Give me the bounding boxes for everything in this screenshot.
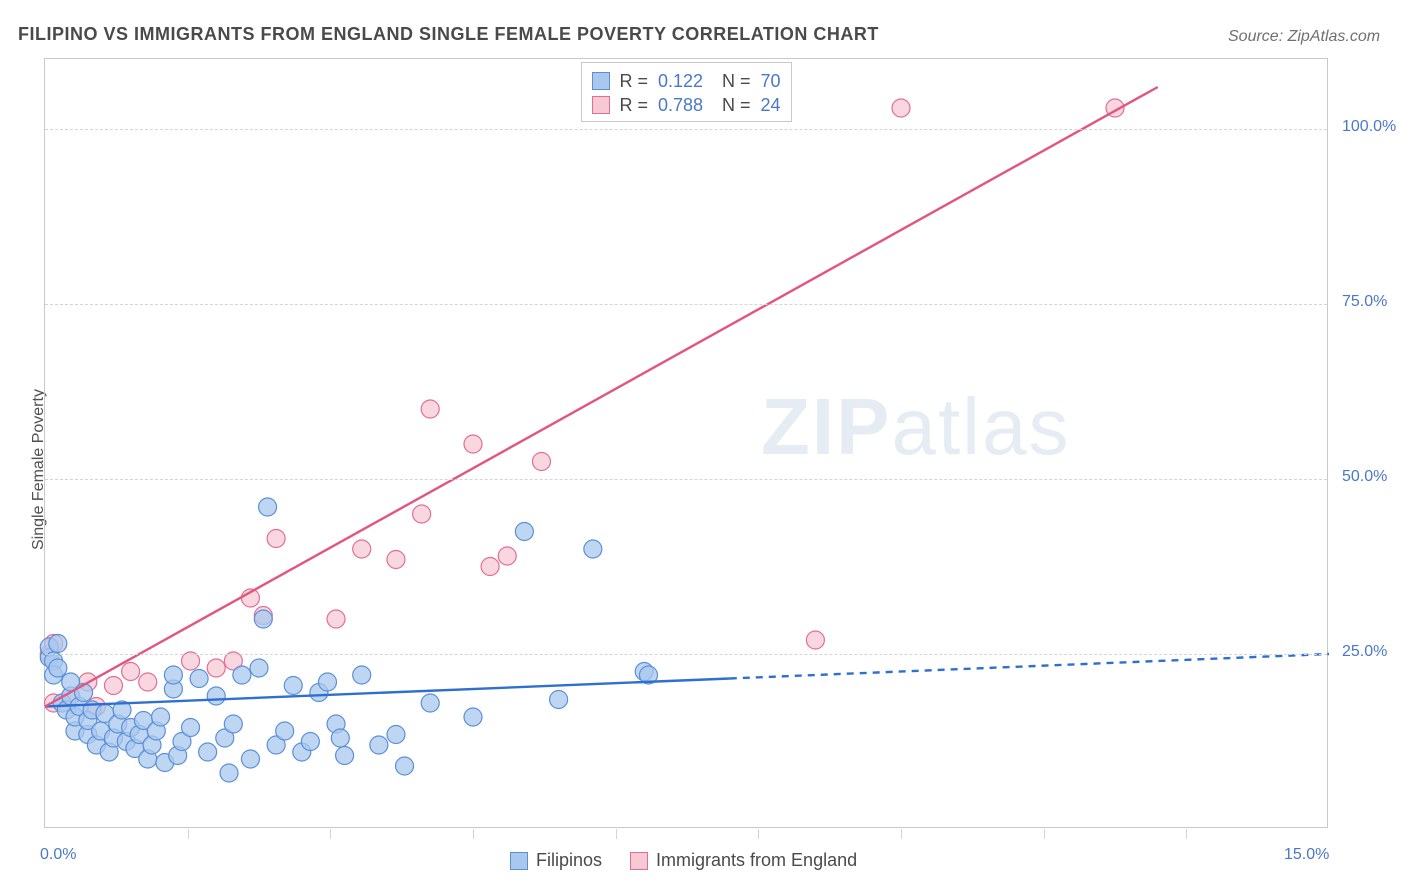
england-point <box>267 530 285 548</box>
england-point <box>421 400 439 418</box>
filipino-point <box>49 635 67 653</box>
x-tick-mark <box>1186 829 1187 839</box>
filipino-point <box>464 708 482 726</box>
plot-area: ZIPatlas <box>44 58 1328 828</box>
category-label: Filipinos <box>536 850 602 871</box>
filipino-point <box>370 736 388 754</box>
y-tick-label: 25.0% <box>1342 643 1387 661</box>
r-label: R = <box>620 93 649 117</box>
england-point <box>481 558 499 576</box>
filipino-point <box>387 726 405 744</box>
n-value: 70 <box>761 69 781 93</box>
source-value: ZipAtlas.com <box>1288 28 1380 45</box>
england-point <box>122 663 140 681</box>
stats-legend-row: R = 0.788 N = 24 <box>592 93 781 117</box>
source-label: Source: <box>1228 28 1283 45</box>
filipino-point <box>254 610 272 628</box>
source-attribution: Source: ZipAtlas.com <box>1228 28 1380 46</box>
filipino-point <box>233 666 251 684</box>
category-legend-item: Filipinos <box>510 850 602 871</box>
england-point <box>498 547 516 565</box>
england-point <box>139 673 157 691</box>
grid-line <box>45 304 1327 305</box>
filipino-point <box>515 523 533 541</box>
filipino-point <box>220 764 238 782</box>
filipino-point <box>164 666 182 684</box>
filipino-point <box>152 708 170 726</box>
filipino-point <box>284 677 302 695</box>
category-legend: Filipinos Immigrants from England <box>510 850 857 871</box>
chart-title: FILIPINO VS IMMIGRANTS FROM ENGLAND SING… <box>18 24 879 45</box>
filipino-point <box>241 750 259 768</box>
grid-line <box>45 129 1327 130</box>
category-legend-item: Immigrants from England <box>630 850 857 871</box>
grid-line <box>45 479 1327 480</box>
x-tick-mark <box>330 829 331 839</box>
legend-swatch <box>630 852 648 870</box>
england-point <box>207 659 225 677</box>
stats-legend-row: R = 0.122 N = 70 <box>592 69 781 93</box>
y-tick-label: 100.0% <box>1342 118 1396 136</box>
england-point <box>806 631 824 649</box>
filipino-point <box>250 659 268 677</box>
category-label: Immigrants from England <box>656 850 857 871</box>
x-tick-mark <box>188 829 189 839</box>
filipino-point <box>550 691 568 709</box>
filipino-point <box>584 540 602 558</box>
filipino-point <box>318 673 336 691</box>
x-tick-mark <box>473 829 474 839</box>
filipino-point <box>49 659 67 677</box>
y-tick-label: 75.0% <box>1342 293 1387 311</box>
legend-swatch <box>592 96 610 114</box>
stats-legend: R = 0.122 N = 70 R = 0.788 N = 24 <box>581 62 792 122</box>
filipino-point <box>276 722 294 740</box>
x-axis-origin-label: 0.0% <box>40 846 76 864</box>
n-value: 24 <box>761 93 781 117</box>
filipino-point <box>331 729 349 747</box>
filipino-point <box>353 666 371 684</box>
filipino-point <box>182 719 200 737</box>
england-point <box>387 551 405 569</box>
x-tick-mark <box>901 829 902 839</box>
legend-swatch <box>592 72 610 90</box>
england-point <box>104 677 122 695</box>
legend-swatch <box>510 852 528 870</box>
england-point <box>464 435 482 453</box>
filipino-point <box>190 670 208 688</box>
england-trend-line <box>45 87 1158 707</box>
england-point <box>353 540 371 558</box>
r-label: R = <box>620 69 649 93</box>
x-tick-mark <box>1044 829 1045 839</box>
filipino-point <box>396 757 414 775</box>
england-point <box>532 453 550 471</box>
england-point <box>327 610 345 628</box>
filipino-point <box>224 715 242 733</box>
r-value: 0.788 <box>658 93 712 117</box>
filipino-point <box>301 733 319 751</box>
chart-svg <box>45 59 1329 829</box>
england-point <box>413 505 431 523</box>
x-axis-max-label: 15.0% <box>1284 846 1329 864</box>
x-tick-mark <box>616 829 617 839</box>
r-value: 0.122 <box>658 69 712 93</box>
filipino-point <box>259 498 277 516</box>
grid-line <box>45 654 1327 655</box>
n-label: N = <box>722 93 751 117</box>
filipino-trend-line-extrapolated <box>730 654 1329 679</box>
filipino-point <box>336 747 354 765</box>
england-point <box>892 99 910 117</box>
filipino-point <box>207 687 225 705</box>
y-tick-label: 50.0% <box>1342 468 1387 486</box>
x-tick-mark <box>758 829 759 839</box>
filipino-point <box>421 694 439 712</box>
n-label: N = <box>722 69 751 93</box>
filipino-point <box>199 743 217 761</box>
